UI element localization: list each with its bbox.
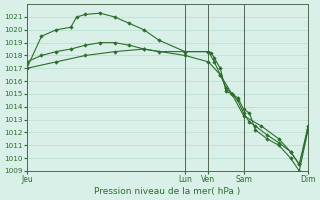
X-axis label: Pression niveau de la mer( hPa ): Pression niveau de la mer( hPa ) bbox=[94, 187, 241, 196]
